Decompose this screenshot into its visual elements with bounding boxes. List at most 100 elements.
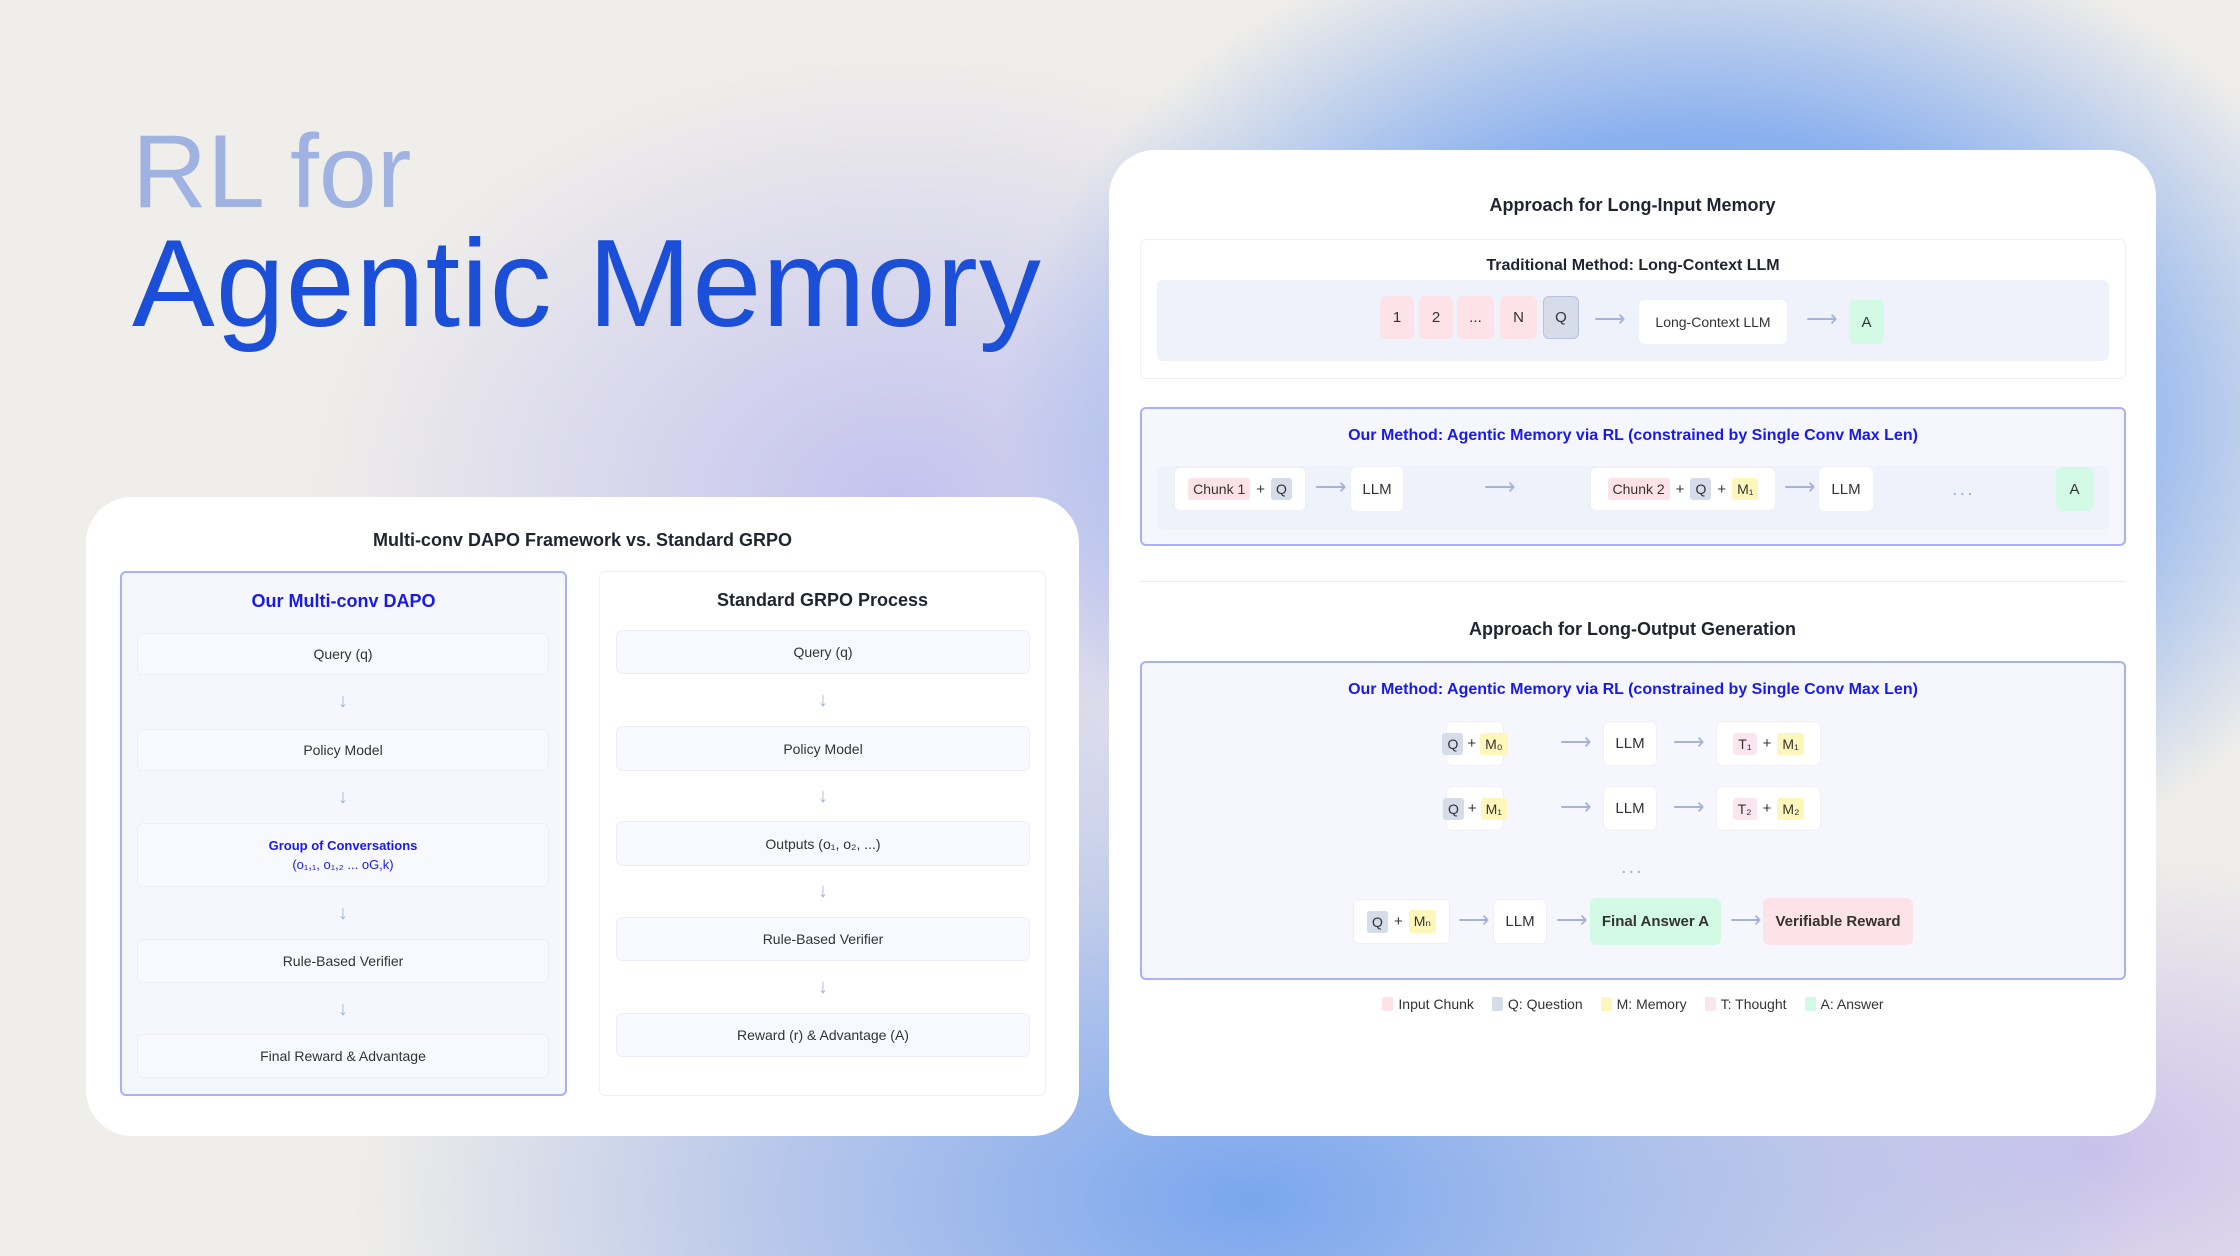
arrow-down-icon: ↓ [338,786,348,808]
step-label: Query (q) [313,646,373,662]
question-chip: Q [1367,910,1388,933]
arrow-down-icon: ↓ [338,998,348,1020]
input-chunk-2: 2 [1419,296,1453,339]
llm-box: LLM [1603,786,1657,831]
memory-chip: M₁ [1732,478,1759,500]
arrow-right-icon: ⟶ [1673,729,1705,754]
step-label: Final Reward & Advantage [260,1048,426,1064]
legend-label: T: Thought [1720,996,1787,1012]
question-chip: Q [1442,797,1464,820]
llm-box: LLM [1493,899,1547,944]
arrow-right-icon: ⟶ [1484,474,1516,499]
chunk2-question-memory-box: Chunk 2 + Q + M₁ [1590,467,1776,511]
long-input-title: Approach for Long-Input Memory [1489,195,1776,215]
arrow-right-icon: ⟶ [1673,794,1705,819]
thought-memory-box: T₂ + M₂ [1716,786,1821,831]
step-label: Policy Model [783,740,863,757]
input-chunk-n: N [1500,296,1537,339]
plus: + [1675,480,1685,498]
input-chunk-1: 1 [1380,296,1414,339]
arrow-right-icon: ⟶ [1560,794,1592,819]
step-label: Rule-Based Verifier [762,931,884,947]
dapo-step-group: Group of Conversations (o₁,₁, o₁,₂ ... oG… [137,823,549,887]
step-label: Group of Conversations [268,838,418,853]
legend-item-question: Q: Question [1491,996,1583,1012]
legend: Input Chunk Q: Question M: Memory T: Tho… [1140,996,2126,1012]
question-chip: Q [1442,732,1464,755]
arrow-right-icon: ⟶ [1806,306,1838,331]
legend-label: A: Answer [1820,996,1884,1012]
verifiable-reward-box: Verifiable Reward [1763,898,1913,945]
plus: + [1467,800,1477,817]
plus: + [1762,800,1772,817]
arrow-down-icon: ↓ [338,902,348,924]
grpo-step-policy: Policy Model [616,726,1030,771]
question-chip: Q [1543,296,1579,339]
llm-box: LLM [1603,721,1657,766]
memory-chip: M₂ [1777,797,1805,820]
plus: + [1393,913,1403,930]
grpo-step-query: Query (q) [616,630,1030,674]
final-answer-box: Final Answer A [1590,898,1721,945]
plus: + [1256,480,1266,498]
our-method-output-title: Our Method: Agentic Memory via RL (const… [1348,681,1918,698]
dapo-step-policy: Policy Model [137,729,549,771]
step-label: Outputs (o₁, o₂, ...) [765,835,881,852]
our-method-input-title: Our Method: Agentic Memory via RL (const… [1348,427,1918,444]
framework-title: Multi-conv DAPO Framework vs. Standard G… [372,530,793,550]
traditional-method-title: Traditional Method: Long-Context LLM [1486,257,1780,274]
answer-chip: A [1849,300,1884,344]
step-label: Policy Model [303,742,383,758]
arrow-right-icon: ⟶ [1315,474,1347,499]
arrow-down-icon: ↓ [818,785,828,807]
thought-memory-box: T₁ + M₁ [1716,721,1821,766]
question-chip: Q [1271,478,1292,500]
step-label: Rule-Based Verifier [282,953,404,969]
grpo-step-outputs: Outputs (o₁, o₂, ...) [616,821,1030,866]
legend-item-memory: M: Memory [1600,996,1687,1012]
step-label: Reward (r) & Advantage (A) [737,1027,909,1043]
legend-label: Q: Question [1507,996,1583,1012]
chunk-1-chip: Chunk 1 [1188,478,1251,500]
arrow-down-icon: ↓ [338,690,348,712]
step-label: Query (q) [793,644,853,660]
arrow-down-icon: ↓ [818,689,828,711]
continuation-dots: ... [1952,478,1975,500]
plus: + [1467,735,1477,752]
legend-item-answer: A: Answer [1804,996,1884,1012]
legend-label: M: Memory [1616,996,1687,1012]
dapo-step-reward: Final Reward & Advantage [137,1034,549,1078]
question-memory-box: Q + M₁ [1442,786,1508,831]
arrow-right-icon: ⟶ [1556,907,1588,932]
standard-grpo-title: Standard GRPO Process [716,590,929,610]
hero-title: Agentic Memory [132,215,1042,353]
legend-item-thought: T: Thought [1704,996,1787,1012]
thought-chip: T₁ [1733,732,1757,755]
arrow-down-icon: ↓ [818,880,828,902]
memory-chip: M₀ [1480,732,1508,755]
arrow-right-icon: ⟶ [1458,907,1490,932]
memory-chip: Mₙ [1408,910,1436,933]
grpo-step-verifier: Rule-Based Verifier [616,917,1030,961]
plus: + [1717,480,1727,498]
traditional-flow [1157,280,2109,361]
step-sublabel: (o₁,₁, o₁,₂ ... oG,k) [292,857,394,872]
legend-item-input-chunk: Input Chunk [1382,996,1474,1012]
legend-label: Input Chunk [1398,996,1474,1012]
long-output-title: Approach for Long-Output Generation [1469,619,1796,639]
multi-conv-dapo-title: Our Multi-conv DAPO [251,591,436,611]
thought-chip: T₂ [1732,797,1757,820]
hero-line-1: RL for [132,114,412,230]
section-divider [1140,581,2126,582]
chunk1-question-box: Chunk 1 + Q [1174,467,1306,511]
question-memory-box: Q + M₀ [1442,721,1508,766]
plus: + [1762,735,1772,752]
llm-box: LLM [1819,467,1873,511]
arrow-right-icon: ⟶ [1594,306,1626,331]
input-chunk-ellipsis: ... [1457,296,1494,339]
llm-box: LLM [1351,467,1403,511]
question-final-memory-box: Q + Mₙ [1353,899,1450,944]
memory-chip: M₁ [1777,732,1804,755]
question-chip: Q [1690,478,1712,500]
memory-chip: M₁ [1480,797,1508,820]
